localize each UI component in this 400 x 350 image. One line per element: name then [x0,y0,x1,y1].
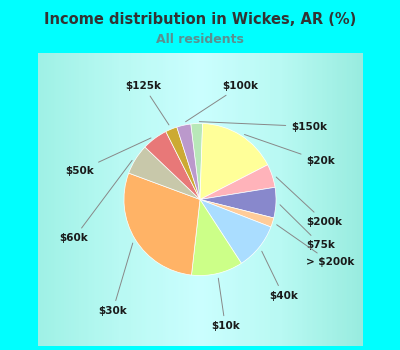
Wedge shape [177,124,200,200]
Text: Income distribution in Wickes, AR (%): Income distribution in Wickes, AR (%) [44,12,356,27]
Wedge shape [129,147,200,200]
Wedge shape [124,173,200,275]
Text: $150k: $150k [199,121,327,132]
Text: > $200k: > $200k [277,225,355,267]
Text: $30k: $30k [98,243,133,316]
Text: $125k: $125k [126,81,169,125]
Text: $200k: $200k [276,177,342,227]
Text: $20k: $20k [244,134,335,166]
Text: $100k: $100k [186,81,258,122]
Text: $10k: $10k [211,278,240,331]
Wedge shape [200,199,271,263]
Text: $60k: $60k [60,160,132,243]
Text: $50k: $50k [65,138,151,176]
Wedge shape [166,127,200,200]
Text: All residents: All residents [156,33,244,46]
Wedge shape [191,124,202,200]
Wedge shape [200,199,274,227]
Wedge shape [200,187,276,218]
Text: $40k: $40k [262,251,298,301]
Text: $75k: $75k [280,205,335,250]
Wedge shape [192,199,241,275]
Wedge shape [200,165,275,200]
Wedge shape [145,132,200,199]
Wedge shape [200,124,268,200]
